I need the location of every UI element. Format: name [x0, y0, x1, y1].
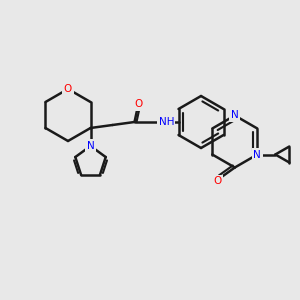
Text: N: N: [254, 149, 261, 160]
Text: O: O: [134, 99, 142, 109]
Text: N: N: [87, 141, 94, 151]
Text: O: O: [214, 176, 222, 187]
Text: N: N: [231, 110, 239, 121]
Text: O: O: [64, 84, 72, 94]
Text: NH: NH: [158, 117, 174, 127]
